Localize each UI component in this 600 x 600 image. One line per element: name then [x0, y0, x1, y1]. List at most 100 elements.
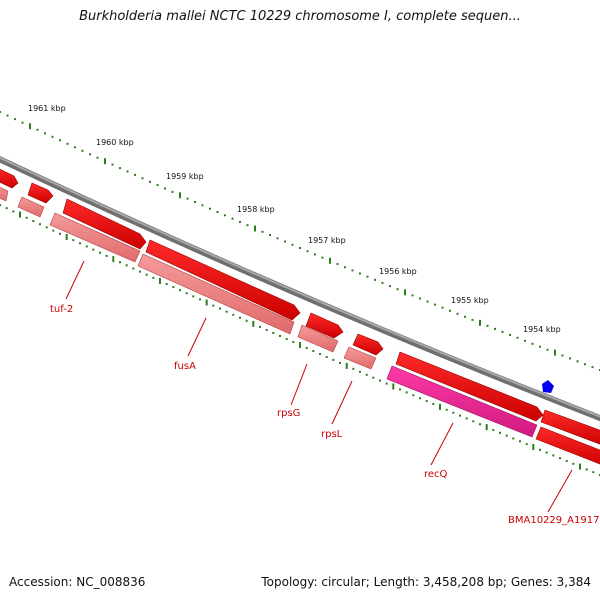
ruler-tick — [381, 281, 384, 284]
map-title: Burkholderia mallei NCTC 10229 chromosom… — [79, 9, 521, 24]
ruler-tick — [186, 197, 189, 200]
forward-strand-features[interactable] — [0, 167, 600, 446]
kbp-label: 1955 kbp — [451, 296, 489, 305]
ruler-tick — [246, 224, 249, 227]
inner-tick — [419, 397, 421, 400]
inner-tick — [245, 319, 248, 322]
ruler-tick — [216, 211, 219, 213]
ruler-tick — [14, 118, 16, 121]
ruler-tick — [591, 366, 594, 369]
reverse-strand-features[interactable] — [0, 185, 600, 466]
ruler-tick — [426, 300, 429, 303]
ruler-tick — [89, 153, 91, 156]
ruler-tick — [441, 306, 444, 309]
label-leaders — [65, 260, 573, 513]
inner-tick — [579, 463, 581, 470]
inner-tick — [572, 462, 575, 465]
gene-label-recQ[interactable]: recQ — [424, 469, 448, 480]
inner-tick — [112, 256, 115, 263]
ruler-tick — [66, 142, 69, 145]
ruler-tick — [584, 363, 586, 366]
ruler-tick — [366, 275, 369, 278]
inner-tick — [65, 234, 68, 240]
ruler-tick — [569, 357, 571, 360]
inner-tick — [472, 420, 475, 423]
inner-tick — [285, 338, 288, 340]
inner-tick — [72, 239, 75, 242]
inner-tick — [339, 361, 341, 364]
ruler-tick — [21, 121, 24, 124]
inner-tick — [352, 367, 355, 370]
ruler-tick — [351, 269, 354, 272]
inner-tick — [59, 232, 61, 235]
inner-tick — [172, 286, 175, 289]
ruler-tick — [29, 123, 31, 130]
inner-tick — [412, 394, 415, 397]
inner-tick — [392, 383, 395, 390]
gene-label-tuf-2[interactable]: tuf-2 — [50, 304, 73, 315]
inner-tick — [279, 335, 281, 337]
inner-tick — [119, 261, 121, 264]
ruler-tick — [201, 204, 204, 207]
inner-tick — [205, 299, 208, 306]
cds-feature — [535, 426, 600, 465]
ruler-tick — [104, 158, 106, 165]
inner-tick — [452, 411, 455, 414]
kbp-label: 1957 kbp — [308, 236, 346, 245]
gene-label-fusA[interactable]: fusA — [174, 361, 196, 372]
ruler-tick — [134, 173, 136, 176]
ruler-tick — [531, 342, 534, 345]
inner-tick — [152, 276, 155, 279]
inner-tick — [165, 283, 168, 285]
inner-tick — [345, 362, 348, 369]
ruler-tick — [239, 220, 241, 223]
gene-label-rpsG[interactable]: rpsG — [277, 408, 300, 419]
ruler-tick — [111, 163, 114, 166]
ruler-tick — [171, 190, 174, 193]
inner-tick — [145, 273, 148, 276]
inner-tick — [299, 342, 301, 348]
ruler-tick — [0, 111, 1, 113]
cds-feature — [49, 212, 141, 263]
inner-tick — [139, 270, 141, 273]
ruler-tick — [284, 240, 286, 243]
inner-tick — [259, 325, 261, 328]
inner-tick — [479, 423, 481, 426]
inner-tick — [272, 332, 275, 334]
inner-tick — [512, 437, 515, 440]
inner-tick — [99, 251, 101, 254]
ruler-tick — [471, 318, 474, 321]
ruler-tick — [576, 360, 579, 363]
ruler-tick — [179, 192, 181, 199]
inner-tick — [399, 388, 401, 391]
ruler-tick — [516, 336, 519, 339]
inner-tick — [192, 295, 195, 298]
inner-tick — [585, 468, 588, 471]
gene-label-rpsL[interactable]: rpsL — [321, 429, 343, 440]
ruler-tick — [411, 294, 414, 297]
inner-tick — [439, 403, 441, 410]
cds-feature — [145, 239, 301, 321]
ruler-tick — [336, 263, 339, 265]
inner-tick — [92, 248, 95, 251]
ruler-tick — [494, 327, 496, 330]
ruler-tick — [456, 312, 459, 315]
cds-feature — [27, 182, 54, 204]
inner-tick — [185, 292, 188, 295]
blue-pentagon-marker-icon[interactable] — [542, 380, 554, 393]
inner-tick — [319, 353, 321, 355]
ruler-tick — [501, 330, 504, 333]
ruler-tick — [554, 349, 556, 356]
ruler-tick — [149, 180, 151, 183]
gene-label-BMA10229_A1917[interactable]: BMA10229_A1917 — [508, 515, 599, 526]
inner-tick — [359, 370, 361, 373]
inner-tick — [332, 358, 335, 361]
inner-tick — [559, 457, 561, 460]
ruler-tick — [224, 214, 226, 217]
inner-tick — [239, 316, 241, 319]
inner-tick — [379, 379, 381, 382]
inner-tick — [85, 245, 88, 248]
inner-tick — [312, 350, 315, 352]
inner-tick — [485, 424, 488, 431]
